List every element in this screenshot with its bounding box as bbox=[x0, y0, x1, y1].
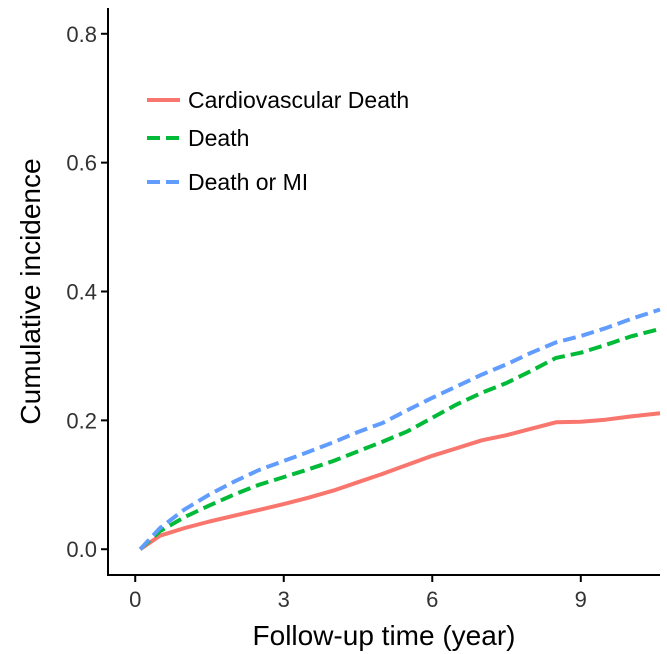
y-tick-label: 0.4 bbox=[66, 280, 97, 305]
y-tick-label: 0.2 bbox=[66, 408, 97, 433]
x-tick-label: 3 bbox=[278, 587, 290, 612]
y-tick-label: 0.0 bbox=[66, 537, 97, 562]
y-axis-ticks: 0.0 0.2 0.4 0.6 0.8 bbox=[66, 22, 108, 562]
plot-area bbox=[138, 307, 661, 551]
series-line-death-or-mi bbox=[138, 307, 661, 551]
x-tick-label: 0 bbox=[129, 587, 141, 612]
y-tick-label: 0.8 bbox=[66, 22, 97, 47]
series-line-death bbox=[138, 326, 661, 551]
series-line-cardiovascular-death bbox=[139, 411, 661, 551]
y-axis-title: Cumulative incidence bbox=[15, 158, 46, 424]
x-axis-title: Follow-up time (year) bbox=[253, 620, 516, 651]
x-axis-ticks: 0 3 6 9 bbox=[129, 575, 587, 612]
legend: Cardiovascular Death Death Death or MI bbox=[147, 87, 409, 195]
y-tick-label: 0.6 bbox=[66, 151, 97, 176]
legend-label: Cardiovascular Death bbox=[188, 87, 409, 113]
x-tick-label: 9 bbox=[575, 587, 587, 612]
legend-label: Death or MI bbox=[188, 169, 308, 195]
legend-label: Death bbox=[188, 125, 249, 151]
x-tick-label: 6 bbox=[426, 587, 438, 612]
